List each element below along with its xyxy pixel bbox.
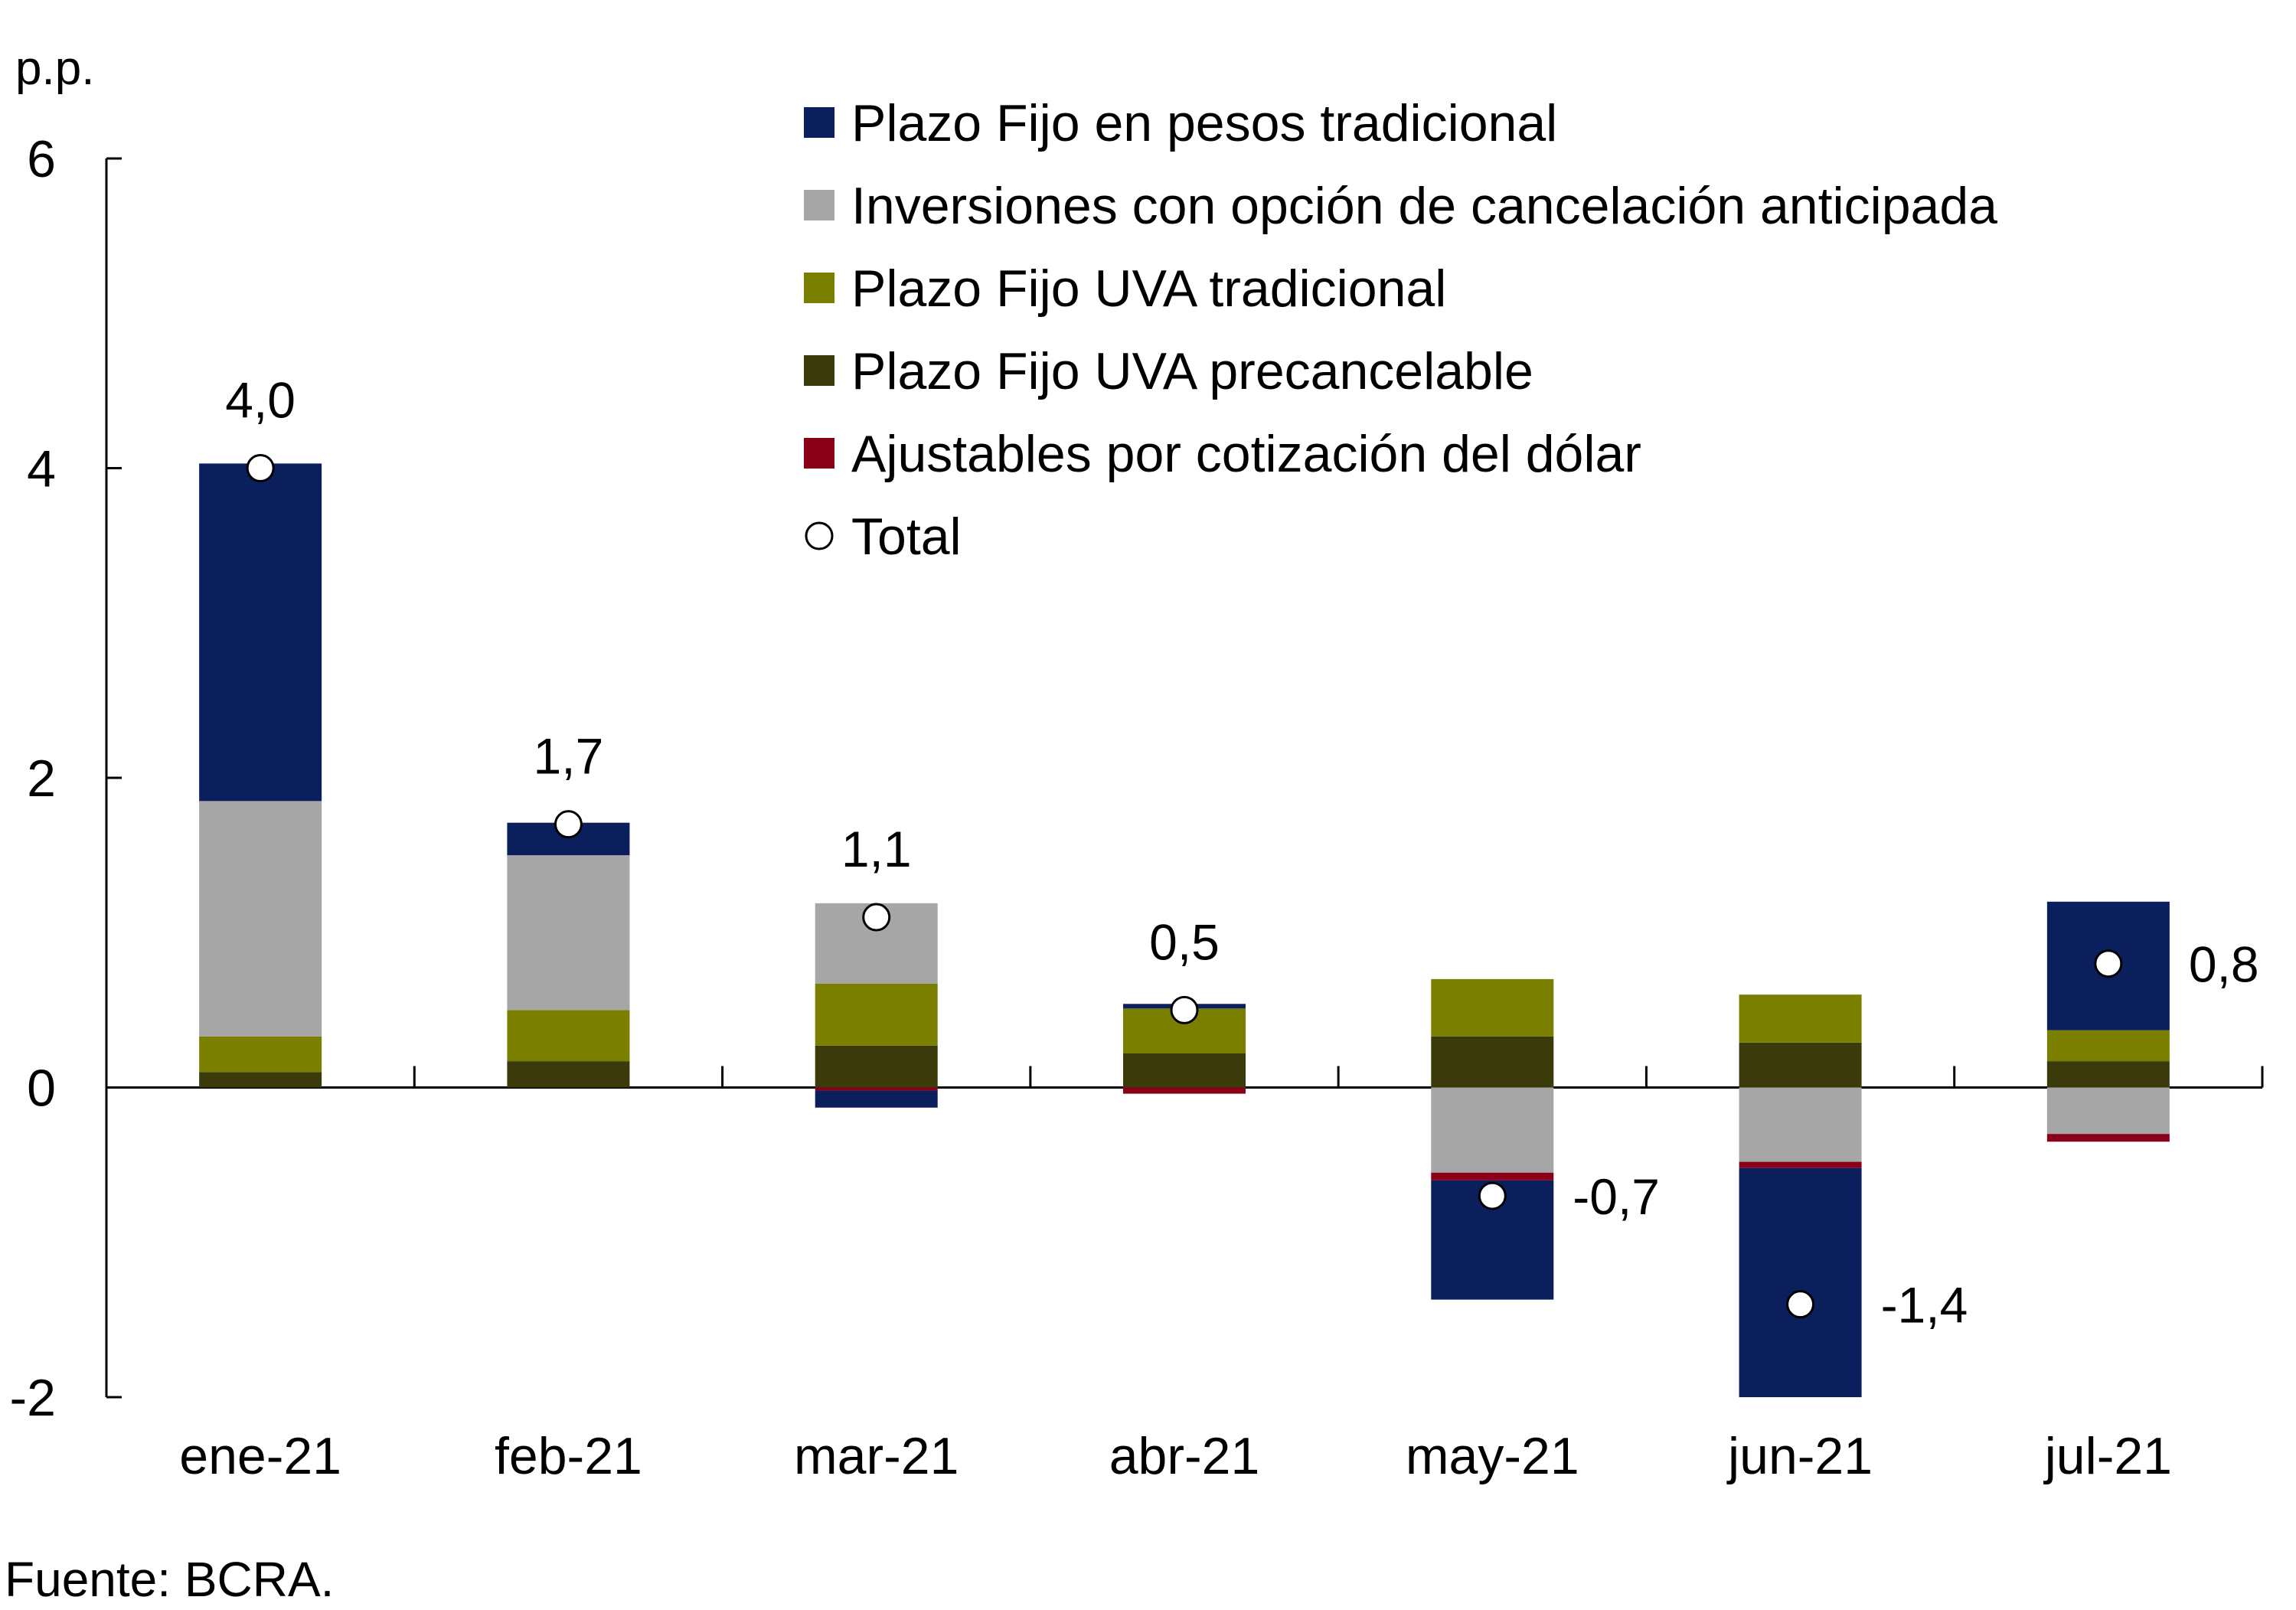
x-tick-label: jun-21: [1726, 1427, 1873, 1485]
bar-segment: [199, 1036, 322, 1073]
legend-swatch: [804, 107, 834, 138]
bars: [199, 463, 2170, 1397]
legend-total-marker: [805, 521, 834, 550]
legend-label: Plazo Fijo UVA tradicional: [851, 260, 1446, 318]
y-axis-unit-label: p.p.: [15, 42, 94, 95]
legend-swatch: [804, 438, 834, 469]
bar-segment: [1739, 1087, 1862, 1162]
legend-label: Plazo Fijo UVA precancelable: [851, 342, 1533, 400]
x-tick-label: ene-21: [179, 1427, 341, 1485]
bar-segment: [507, 1010, 630, 1062]
x-tick-label: abr-21: [1109, 1427, 1260, 1485]
x-tick-label: may-21: [1406, 1427, 1579, 1485]
y-tick-label: 2: [27, 749, 56, 808]
total-marker: [862, 903, 891, 932]
total-marker: [246, 454, 275, 482]
bar-segment: [1431, 1087, 1554, 1173]
legend-label: Ajustables por cotización del dólar: [851, 425, 1641, 483]
y-tick-label: -2: [10, 1369, 56, 1427]
bar-segment: [815, 983, 938, 1046]
total-marker: [1170, 995, 1199, 1024]
bar-segment: [2046, 1087, 2170, 1135]
y-tick-label: 4: [27, 440, 56, 498]
total-data-label: 4,0: [225, 372, 296, 429]
bar-segment: [1431, 1036, 1554, 1088]
legend-swatch: [804, 355, 834, 386]
bar-segment: [1123, 1053, 1246, 1088]
bar-segment: [199, 1072, 322, 1088]
total-markers: 4,0 1,7 1,1 0,5 -0,7 -1,4 0,8: [225, 372, 2258, 1334]
legend-swatch: [804, 190, 834, 220]
axes: -2 0 2 4 6 ene-21 feb-21 mar-21 abr-21 may-21 jun-…: [10, 130, 2264, 1485]
y-tick-label: 0: [27, 1060, 56, 1118]
bar-segment: [1739, 994, 1862, 1043]
total-data-label: 1,7: [534, 728, 604, 785]
bar-segment: [815, 1045, 938, 1088]
bar-segment: [1739, 1042, 1862, 1088]
total-marker: [1786, 1290, 1815, 1319]
bar-segment: [1431, 1172, 1554, 1181]
bar-segment: [199, 801, 322, 1037]
total-data-label: 0,5: [1149, 913, 1220, 970]
bar-segment: [507, 855, 630, 1011]
legend-label: Plazo Fijo en pesos tradicional: [851, 94, 1557, 152]
total-data-label: -0,7: [1573, 1168, 1660, 1225]
total-data-label: -1,4: [1881, 1277, 1968, 1334]
x-tick-label: mar-21: [794, 1427, 959, 1485]
x-tick-label: jul-21: [2043, 1427, 2172, 1485]
bar-segment: [1739, 1167, 1862, 1397]
bar-segment: [1739, 1161, 1862, 1168]
total-marker: [1478, 1181, 1507, 1210]
total-marker: [2094, 949, 2123, 978]
bar-segment: [1123, 1087, 1246, 1094]
bar-segment: [2046, 1061, 2170, 1088]
bar-segment: [815, 1090, 938, 1108]
source-note: Fuente: BCRA.: [5, 1552, 334, 1607]
legend: Plazo Fijo en pesos tradicional Inversion…: [804, 94, 1997, 566]
total-marker: [554, 810, 583, 839]
legend-label: Total: [851, 508, 962, 566]
bar-segment: [2046, 1030, 2170, 1062]
total-data-label: 1,1: [841, 821, 912, 877]
bar-segment: [507, 1061, 630, 1088]
bar-segment: [2046, 1134, 2170, 1142]
legend-swatch: [804, 273, 834, 303]
legend-label: Inversiones con opción de cancelación an…: [851, 177, 1997, 235]
total-data-label: 0,8: [2189, 936, 2259, 993]
x-tick-label: feb-21: [495, 1427, 642, 1485]
bar-segment: [1431, 978, 1554, 1037]
bar-segment: [815, 1087, 938, 1091]
bar-segment: [199, 463, 322, 802]
y-tick-label: 6: [27, 130, 56, 188]
